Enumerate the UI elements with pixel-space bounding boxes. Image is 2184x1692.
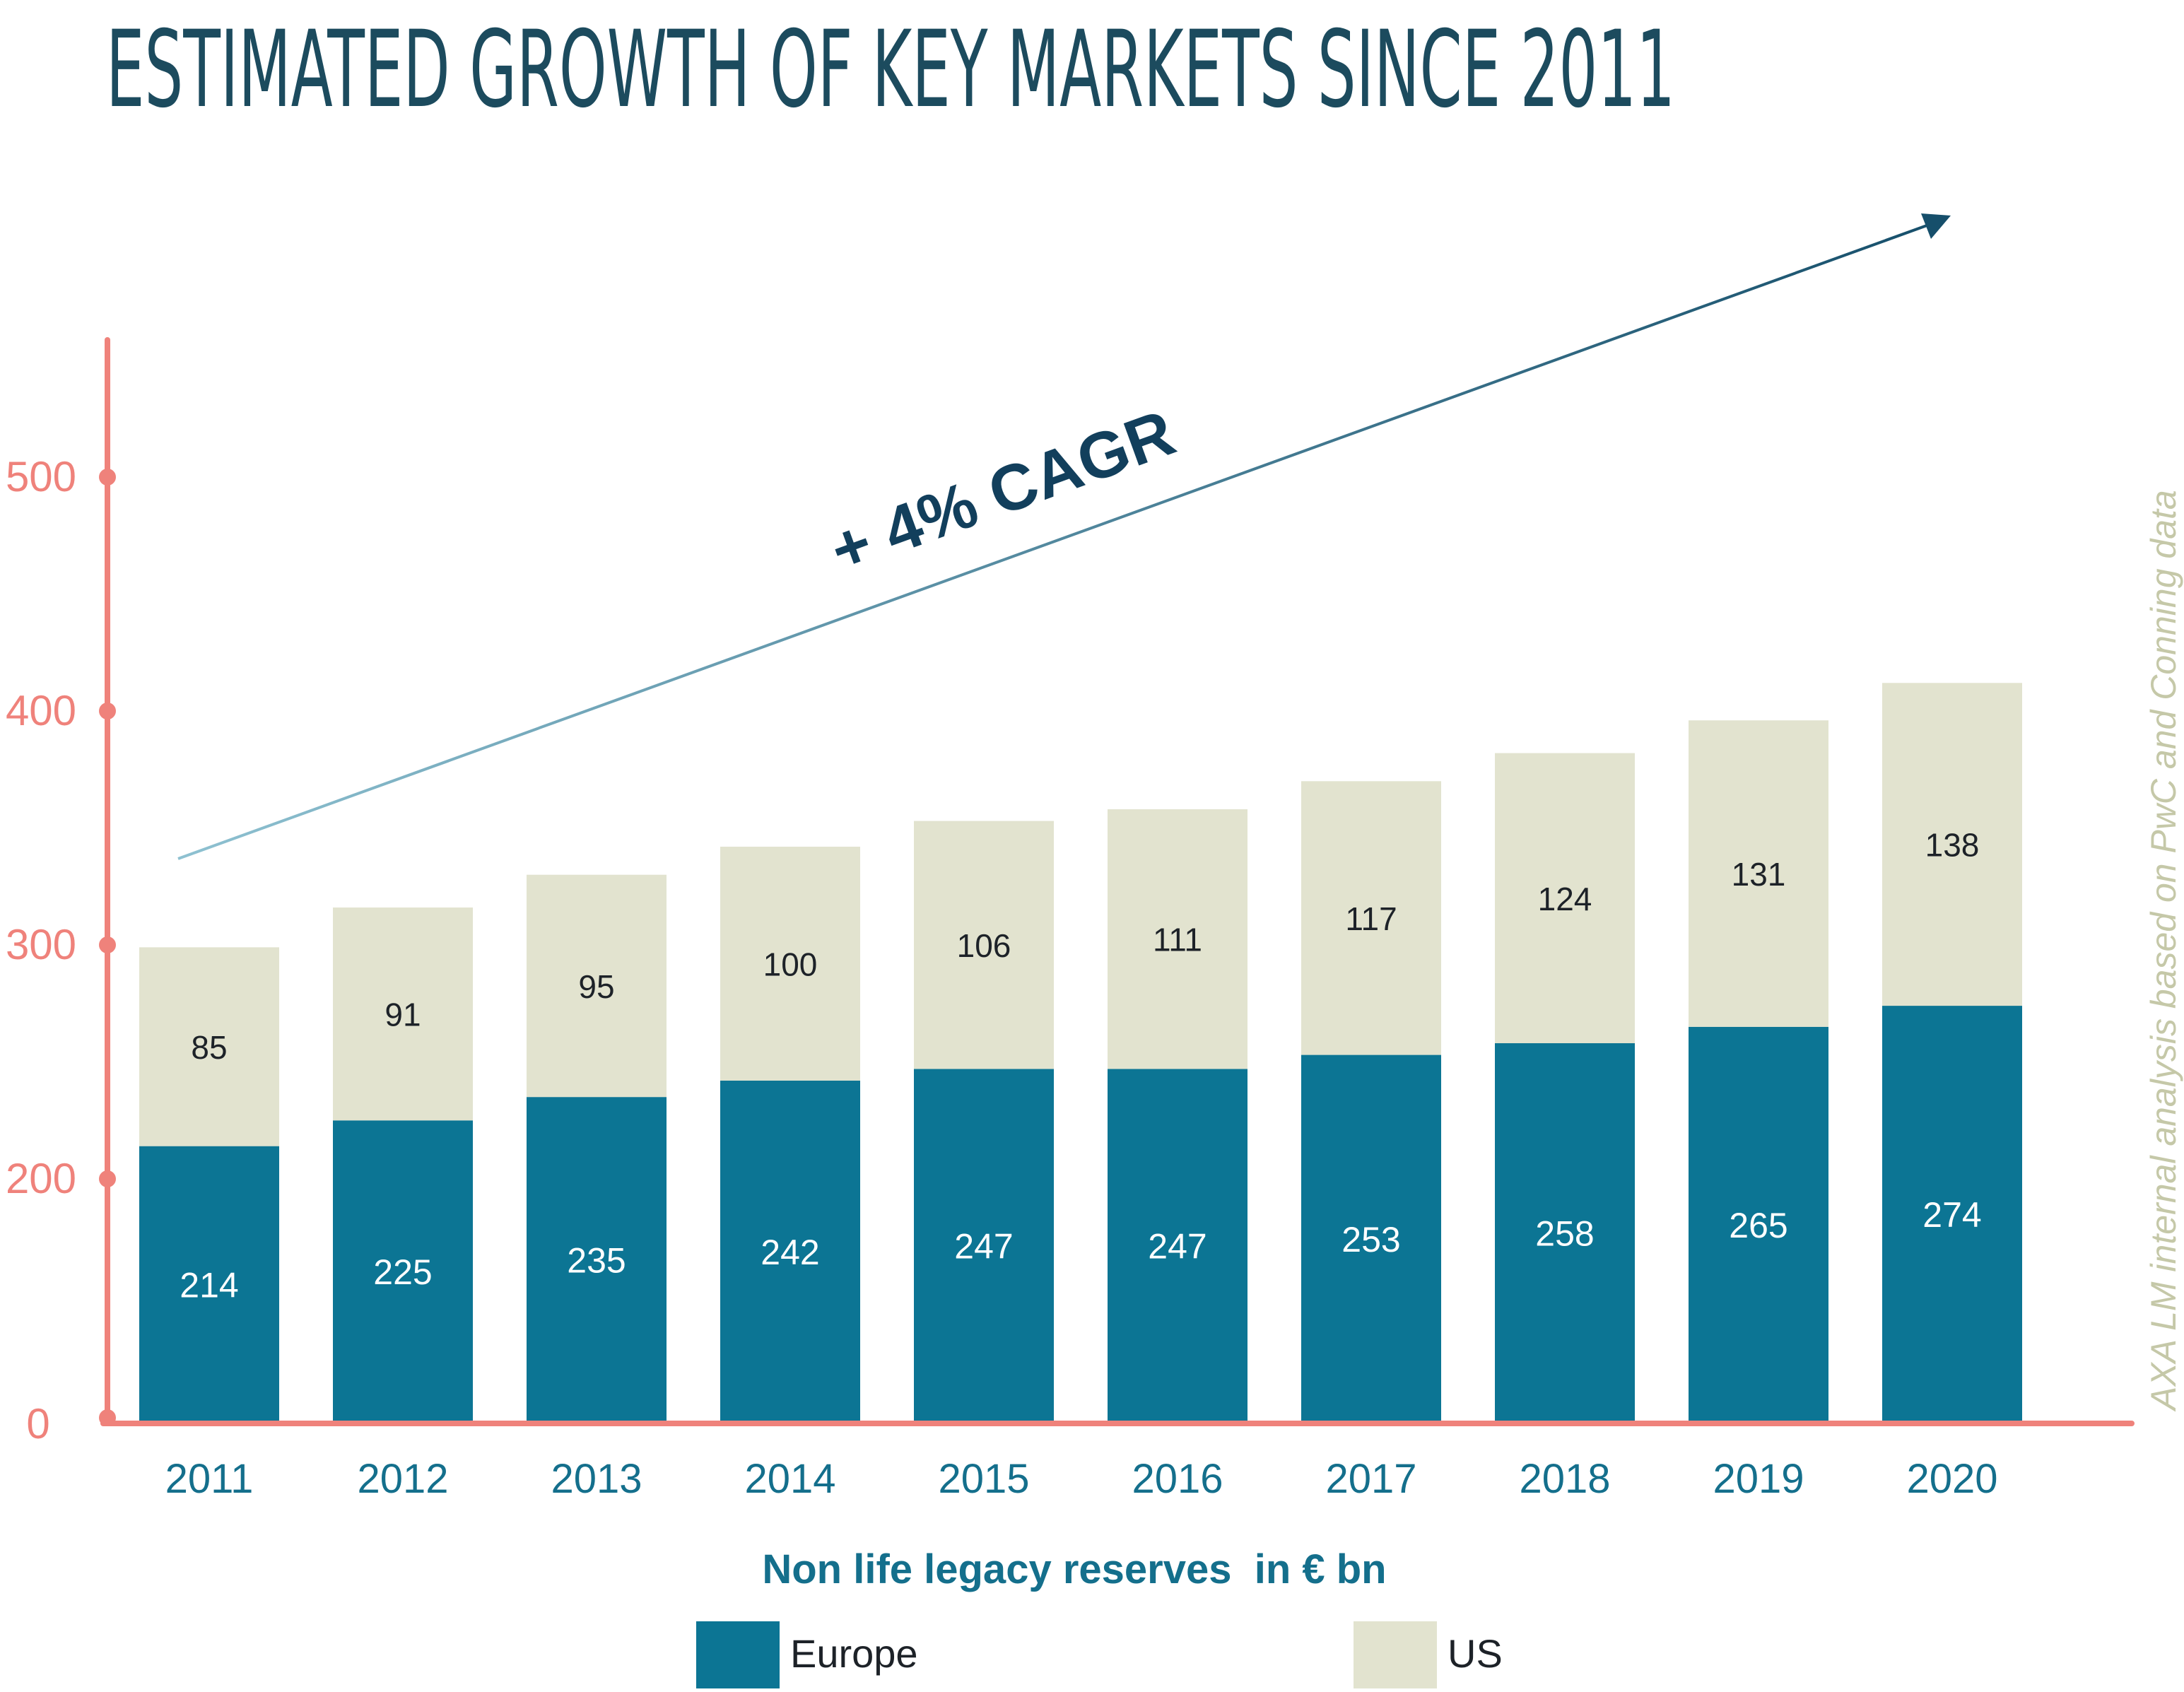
- data-label-us-2020: 138: [1925, 827, 1980, 864]
- data-label-us-2012: 91: [384, 997, 421, 1033]
- cagr-annotation: + 4% CAGR: [821, 396, 1184, 587]
- bar-us-2017: [1301, 781, 1441, 1055]
- x-tick-label-2013: 2013: [551, 1456, 642, 1502]
- data-label-europe-2016: 247: [1148, 1227, 1207, 1267]
- bar-us-2020: [1882, 683, 2022, 1006]
- x-tick-label-2014: 2014: [744, 1456, 835, 1502]
- data-label-us-2014: 100: [763, 946, 818, 982]
- y-tick-label-200: 200: [6, 1155, 76, 1202]
- data-label-europe-2014: 242: [761, 1233, 819, 1272]
- x-tick-label-2019: 2019: [1713, 1456, 1804, 1502]
- y-tick-label-400: 400: [6, 687, 76, 734]
- legend-swatch-us: [1354, 1621, 1437, 1688]
- bar-europe-2011: [139, 1146, 279, 1424]
- bar-europe-2015: [914, 1069, 1054, 1424]
- y-tick-dot-300: [99, 936, 116, 953]
- data-label-us-2018: 124: [1538, 881, 1592, 917]
- chart-title: ESTIMATED GROWTH OF KEY MARKETS SINCE 20…: [106, 8, 1675, 131]
- x-tick-label-2020: 2020: [1906, 1456, 1997, 1502]
- data-label-europe-2017: 253: [1341, 1220, 1400, 1259]
- bar-europe-2016: [1108, 1069, 1247, 1424]
- bar-us-2011: [139, 947, 279, 1146]
- trend-arrowhead: [1921, 213, 1951, 239]
- bar-europe-2019: [1689, 1026, 1828, 1424]
- x-tick-label-2018: 2018: [1519, 1456, 1610, 1502]
- bar-us-2016: [1108, 809, 1247, 1069]
- legend-swatch-europe: [696, 1621, 780, 1688]
- legend-label-us: US: [1448, 1631, 1503, 1676]
- bar-us-2015: [914, 821, 1054, 1069]
- y-tick-dot-200: [99, 1170, 116, 1187]
- x-axis-title: Non life legacy reserves in € bn: [762, 1546, 1386, 1592]
- bar-europe-2020: [1882, 1006, 2022, 1424]
- source-note: AXA LM internal analysis based on PwC an…: [2144, 490, 2183, 1412]
- bar-europe-2018: [1495, 1043, 1635, 1424]
- y-tick-label-500: 500: [6, 453, 76, 500]
- data-label-europe-2019: 265: [1729, 1206, 1787, 1245]
- trend-line: [177, 221, 1937, 860]
- bar-europe-2014: [720, 1080, 860, 1424]
- y-tick-label-300: 300: [6, 921, 76, 968]
- trend-arrow: [177, 213, 1951, 860]
- data-label-us-2016: 111: [1153, 922, 1202, 958]
- data-label-us-2015: 106: [957, 927, 1011, 964]
- y-tick-label-0: 0: [26, 1400, 49, 1447]
- bar-us-2014: [720, 846, 860, 1081]
- bar-europe-2017: [1301, 1054, 1441, 1424]
- y-axis: 0 200 300 400 500: [6, 337, 2135, 1447]
- legend-label-europe: Europe: [790, 1631, 918, 1676]
- x-tick-label-2012: 2012: [357, 1456, 448, 1502]
- bar-us-2013: [527, 874, 667, 1098]
- y-tick-dot-0: [99, 1409, 116, 1426]
- data-label-us-2011: 85: [191, 1029, 227, 1066]
- bar-europe-2012: [333, 1120, 473, 1424]
- bar-us-2012: [333, 907, 473, 1121]
- data-label-europe-2018: 258: [1535, 1214, 1594, 1254]
- x-tick-label-2015: 2015: [938, 1456, 1029, 1502]
- legend: Europe US: [696, 1621, 1503, 1688]
- bars: 214 85 225 91 235 95 242 100 247 106 247 111 253 117 2…: [139, 683, 2022, 1424]
- x-tick-label-2011: 2011: [165, 1456, 254, 1502]
- data-label-europe-2015: 247: [954, 1227, 1013, 1267]
- data-label-europe-2012: 225: [373, 1252, 432, 1292]
- data-label-europe-2013: 235: [567, 1241, 626, 1281]
- data-label-us-2017: 117: [1345, 900, 1397, 937]
- data-label-us-2019: 131: [1732, 856, 1786, 893]
- bar-europe-2013: [527, 1097, 667, 1424]
- x-tick-label-2016: 2016: [1132, 1456, 1223, 1502]
- data-label-europe-2011: 214: [180, 1265, 238, 1305]
- x-tick-label-2017: 2017: [1325, 1456, 1416, 1502]
- y-tick-dot-400: [99, 703, 116, 719]
- x-axis-labels: 2011 2012 2013 2014 2015 2016 2017 2018 2019 2020: [165, 1456, 1998, 1502]
- bar-us-2018: [1495, 753, 1635, 1044]
- bar-us-2019: [1689, 720, 1828, 1027]
- data-label-us-2013: 95: [578, 968, 614, 1005]
- y-tick-dot-500: [99, 469, 116, 486]
- data-label-europe-2020: 274: [1922, 1195, 1981, 1235]
